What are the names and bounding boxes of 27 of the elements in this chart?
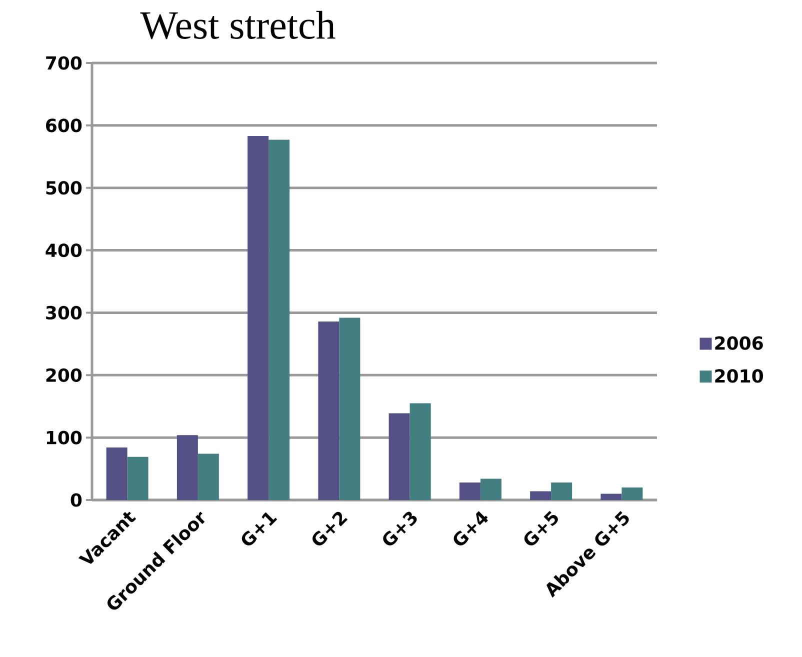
bar [388,413,410,500]
y-tick-label: 100 [46,430,82,444]
bar [339,318,360,500]
y-tick-label: 500 [46,181,82,195]
chart-title: West stretch [140,10,336,40]
bar [268,140,290,500]
y-tick-label: 0 [70,493,82,507]
bar [176,435,198,500]
bar [480,478,502,500]
y-tick-label: 200 [46,368,82,382]
bar [248,136,269,500]
bar [106,448,128,500]
bar [410,403,431,500]
bar [198,454,219,500]
bar [622,488,643,500]
bar [318,321,340,500]
y-tick-label: 600 [46,118,82,132]
y-tick-label: 400 [46,243,82,258]
bar [600,494,622,500]
bar [551,482,572,500]
y-tick-label: 700 [46,56,82,70]
legend-label: 2010 [715,369,764,383]
bar [530,491,552,500]
legend-label: 2006 [715,336,763,350]
bar [127,456,148,500]
y-tick-label: 300 [46,306,82,320]
bar [459,482,480,500]
